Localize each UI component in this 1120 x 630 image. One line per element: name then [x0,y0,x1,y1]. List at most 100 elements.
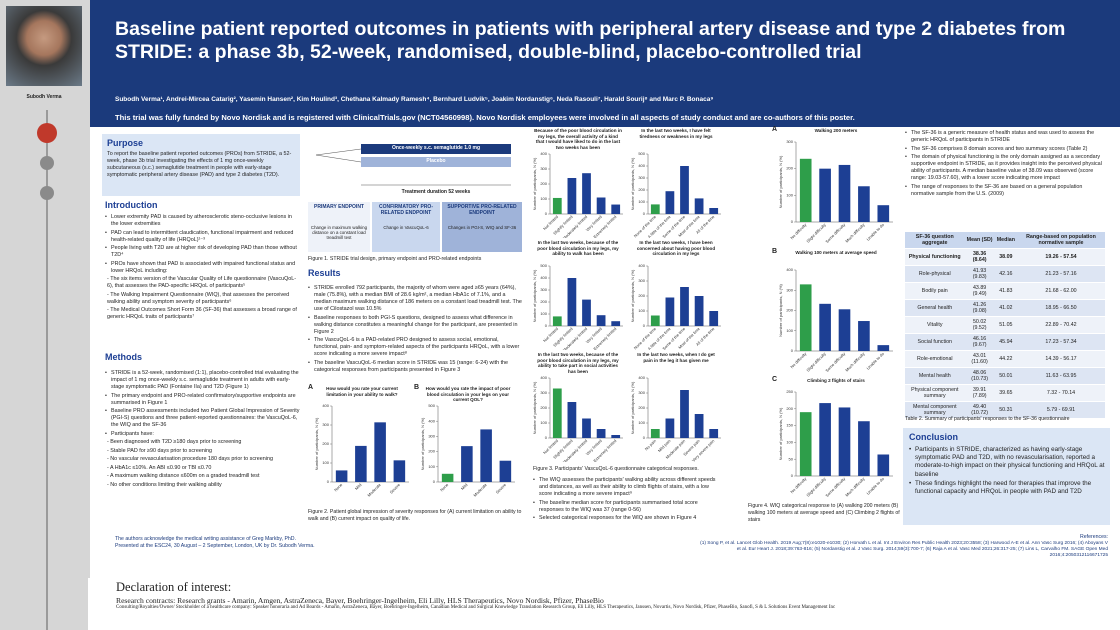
table-cell: 43.89 (9.49) [964,282,995,300]
table-cell: Role-emotional [905,350,965,368]
presented: Presented at the ESC24, 30 August – 2 Se… [115,543,315,549]
x-tick-label: No pain [644,438,657,451]
x-tick-label: Much difficulty [844,222,865,243]
y-tick-label: 300 [540,390,547,395]
chart: In the last two weeks, because of the po… [530,352,626,465]
bar [799,158,812,222]
bar [355,445,367,482]
y-tick-label: 300 [786,139,793,144]
y-tick-label: 400 [638,263,645,268]
declaration-2: Consulting/Royalties/Owner/ Stockholder … [116,605,836,610]
chart-title: Walking 100 meters at average speed [795,250,877,255]
chart: In the last two weeks, I have felt tired… [628,128,724,239]
x-tick-label: Unable to do [865,222,885,242]
bar [480,429,492,482]
y-tick-label: 200 [540,299,547,304]
bullet: PROs have shown that PAD is associated w… [105,261,300,275]
chart-plot: Number of participants, N (%) 0 100 200 300 4… [532,263,623,353]
methods-heading: Methods [105,352,142,362]
bullet: - The six items version of the Vascular … [107,276,297,290]
bar [680,166,689,214]
table-cell: Social function [905,333,965,351]
chart-plot: Number of participants, N (%) 0 100 200 300 4… [630,375,721,463]
purpose-heading: Purpose [107,138,144,148]
table-cell: Mental component summary [905,401,965,419]
y-tick-label: 300 [786,287,793,292]
y-tick-label: 200 [428,449,435,454]
results-list: STRIDE enrolled 792 participants, the ma… [308,285,523,375]
bar [582,173,591,214]
y-tick-label: 400 [322,403,329,408]
chart-plot: Number of participants, N (%) 0 100 200 300 4… [630,151,721,239]
table-cell: 19.26 - 57.54 [1016,248,1105,266]
bar [838,407,851,476]
endpoint-2-text: Change in VascuQoL-6 [383,225,429,230]
bar [877,205,890,222]
bullet: The baseline median score for participan… [533,500,723,514]
y-axis-label: Number of participants, N (%) [532,269,537,322]
intro-list: Lower extremity PAD is caused by atheros… [105,214,300,323]
x-tick-label: Much difficulty [844,476,865,497]
y-axis-label: Number of participants, N (%) [532,381,537,434]
y-tick-label: 100 [540,196,547,201]
chart: In the last two weeks, because of the po… [530,240,626,353]
y-tick-label: 0 [545,323,548,328]
chart-title: In the last two weeks, I have felt tired… [639,128,713,139]
bullet: Lower extremity PAD is caused by atheros… [105,214,300,228]
x-tick-label: Moderate [366,482,382,498]
table-head-cell: Mean (SD) [964,232,995,249]
y-tick-label: 400 [638,163,645,168]
bullet: - Stable PAD for ≥90 days prior to scree… [107,447,213,454]
chart-plot: Number of participants, N (%) 0 100 200 300 4… [630,263,721,351]
bullet: These findings highlight the need for th… [909,480,1105,496]
figure3-caption: Figure 3. Participants' VascuQoL-6 quest… [533,466,699,472]
table-head-cell: Range-based on population normative samp… [1016,232,1105,249]
y-tick-label: 0 [643,211,646,216]
y-tick-label: 100 [638,420,645,425]
y-tick-label: 200 [638,405,645,410]
bar [335,470,348,482]
table-row: Mental component summary 49.40 (10.72) 50.… [905,401,1105,419]
x-tick-label: Mild [354,482,363,491]
table-cell: 17.23 - 57.34 [1016,333,1105,351]
chart-plot: Number of participants, N (%) 0 100 200 300 4… [314,403,409,498]
chart: In the last two weeks, when I do get pai… [628,352,724,463]
declaration-heading: Declaration of interest: [116,580,232,594]
x-tick-label: Some difficulty [824,222,846,244]
bar [374,422,386,482]
y-tick-label: 300 [540,287,547,292]
y-tick-label: 300 [428,433,435,438]
table-cell: 44.22 [994,350,1017,368]
bar [461,446,473,482]
table-head-cell: SF-36 question aggregate [905,232,965,249]
bar [858,321,870,351]
table-cell: 41.93 (9.83) [964,265,995,283]
bullet: - Been diagnosed with T2D ≥180 days prio… [107,439,242,446]
sf36-table: SF-36 question aggregate Mean (SD) Median R… [905,232,1105,419]
references: (1) Song P, et al. Lancet Glob Health. 2… [700,541,1108,559]
bullet: The range of responses to the SF-36 are … [905,184,1105,198]
chart: Because of the poor blood circulation in… [530,128,626,241]
y-tick-label: 200 [540,181,547,186]
x-tick-label: Unable to do [865,476,885,496]
y-tick-label: 0 [545,211,548,216]
duration: Treatment duration 52 weeks [401,189,471,195]
panel-label: A [772,126,778,133]
bar [650,315,660,326]
y-axis-label: Number of participants, N (%) [778,283,783,336]
table-cell: 38.09 [994,248,1017,266]
bar [838,164,851,222]
bar [694,414,704,438]
results-heading: Results [308,268,341,278]
bar [680,287,689,326]
y-tick-label: 400 [540,151,547,156]
table-cell: 39.91 (7.89) [964,384,995,402]
chart-title: Walking 200 meters [814,128,858,133]
bar [611,321,621,326]
panel-label: B [414,384,420,391]
x-tick-label: Some difficulty [824,351,846,373]
y-tick-label: 0 [791,348,794,353]
bar [650,204,660,214]
figure4-caption: Figure 4. WIQ categorical response to (A… [748,503,900,523]
table-cell: 7.32 - 70.14 [1016,384,1105,402]
